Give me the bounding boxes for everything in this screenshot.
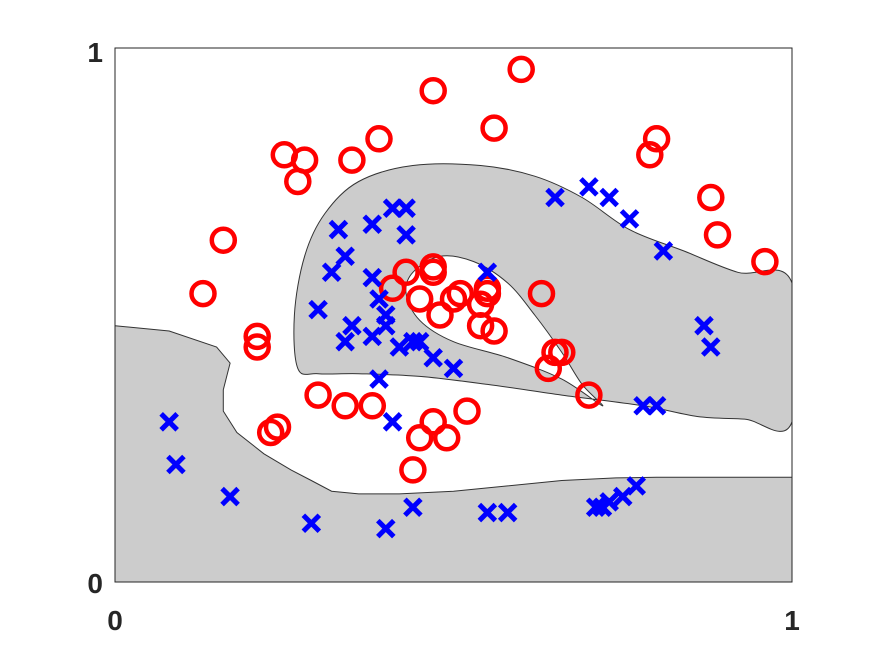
axis-ticks: 1 0 0 1 xyxy=(87,37,799,636)
circle-point xyxy=(534,354,563,383)
circle-point xyxy=(419,253,447,281)
cross-point xyxy=(694,315,714,336)
cross-point xyxy=(376,305,396,325)
circle-point xyxy=(338,146,366,174)
cross-point xyxy=(477,502,498,523)
circle-point xyxy=(703,221,732,249)
circle-point xyxy=(548,338,576,367)
cross-point xyxy=(443,358,464,379)
circle-point xyxy=(575,381,603,409)
decision-regions xyxy=(115,163,792,582)
region-1 xyxy=(115,325,792,582)
circle-point xyxy=(189,279,217,308)
circle-point xyxy=(697,183,725,212)
cross-point xyxy=(497,502,518,523)
cross-point xyxy=(321,262,342,283)
circle-point xyxy=(446,279,475,308)
cross-point xyxy=(369,369,389,389)
circle-point xyxy=(243,333,271,361)
cross-point xyxy=(328,219,349,240)
circle-point xyxy=(243,322,271,351)
cross-point xyxy=(335,331,355,352)
cross-point xyxy=(403,331,423,352)
circle-point xyxy=(331,392,359,420)
circle-point xyxy=(473,274,502,303)
cross-point xyxy=(166,454,186,475)
circle-point xyxy=(453,397,481,425)
data-points xyxy=(159,55,779,539)
circle-point xyxy=(358,392,387,420)
cross-point xyxy=(599,492,619,512)
cross-point xyxy=(335,246,355,267)
circle-point xyxy=(636,141,664,169)
circle-point xyxy=(378,274,407,303)
cross-point xyxy=(403,497,423,518)
cross-point xyxy=(579,177,599,197)
cross-point xyxy=(423,347,443,368)
cross-point xyxy=(653,241,674,261)
cross-point xyxy=(646,396,667,416)
circle-point xyxy=(642,125,671,153)
y-tick-label-bottom: 0 xyxy=(87,568,103,599)
cross-point xyxy=(301,513,322,534)
circle-point xyxy=(399,456,427,484)
cross-point xyxy=(626,476,647,496)
circle-point xyxy=(392,258,420,287)
cross-point xyxy=(396,225,416,245)
cross-point xyxy=(409,331,430,352)
circle-point xyxy=(405,285,434,313)
cross-point xyxy=(545,187,565,208)
circle-point xyxy=(426,301,454,329)
circle-point xyxy=(256,418,285,447)
cross-point xyxy=(382,412,403,432)
cross-point xyxy=(220,486,240,507)
circle-point xyxy=(419,76,447,105)
circle-point xyxy=(480,317,508,345)
circle-point xyxy=(419,408,447,436)
cross-point xyxy=(585,497,606,518)
cross-point xyxy=(362,326,383,347)
circle-point xyxy=(527,279,556,308)
cross-point xyxy=(376,518,396,539)
circle-point xyxy=(480,114,508,142)
circle-point xyxy=(439,285,468,313)
circle-point xyxy=(263,413,292,441)
circle-point xyxy=(209,226,238,254)
x-tick-label-right: 1 xyxy=(784,605,800,636)
circle-point xyxy=(284,167,312,196)
cross-point xyxy=(308,299,328,320)
circle-point xyxy=(432,424,461,452)
y-tick-label-top: 1 xyxy=(87,37,103,68)
circle-point xyxy=(507,55,535,84)
cross-point xyxy=(369,289,389,309)
cross-point xyxy=(362,214,383,234)
x-tick-label-left: 0 xyxy=(107,605,123,636)
cross-point xyxy=(700,337,721,357)
axes-frame xyxy=(114,47,793,583)
cross-point xyxy=(159,412,179,432)
circle-point xyxy=(751,247,779,276)
circle-point xyxy=(405,424,434,452)
cross-point xyxy=(396,198,416,218)
circle-point xyxy=(365,125,393,153)
cross-point xyxy=(389,337,410,357)
cross-point xyxy=(342,315,362,336)
cross-point xyxy=(362,267,383,288)
cross-point xyxy=(477,262,498,283)
circle-point xyxy=(466,290,495,319)
circle-point xyxy=(304,381,332,409)
cross-point xyxy=(619,209,640,229)
cross-point xyxy=(599,187,619,208)
